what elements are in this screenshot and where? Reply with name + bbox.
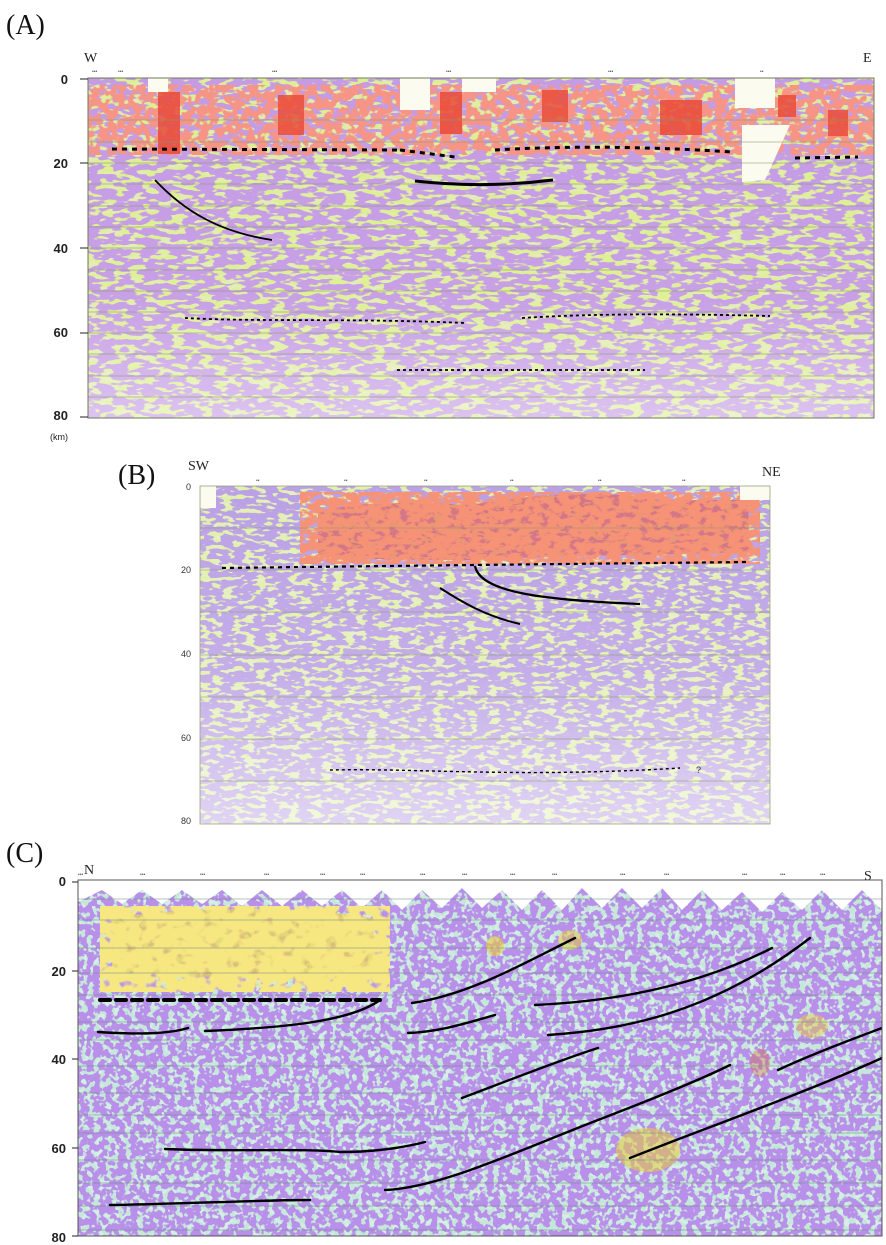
panel-c-reflector-9	[628, 1056, 882, 1160]
panel-c-tick-0: 0	[59, 874, 66, 889]
panel-b-interpretation	[221, 560, 749, 774]
svg-text:•••: •••	[780, 872, 786, 878]
panel-b-depth-axis: 0 20 40 60 80	[181, 482, 191, 826]
panel-b-tick-20: 20	[181, 565, 191, 575]
panel-a-right-direction: E	[863, 51, 872, 66]
panel-a-top-ticks: ••• ••• ••• ••• ••• ••	[92, 69, 764, 75]
panel-b-moho-dashed	[221, 560, 749, 570]
svg-text:•••: •••	[552, 872, 558, 878]
panel-b-label: (B)	[118, 460, 155, 491]
panel-c-interpretation	[96, 936, 882, 1207]
panel-a-tick-0: 0	[61, 72, 68, 87]
svg-text:•••: •••	[664, 872, 670, 878]
panel-a-reflector-curve	[154, 179, 273, 241]
panel-c-depth-grid	[78, 898, 882, 1231]
panel-b: (B) SW NE	[118, 459, 781, 826]
svg-text:•••: •••	[742, 872, 748, 878]
panel-c-reflector-12	[108, 1198, 312, 1207]
svg-text:••: ••	[760, 69, 764, 75]
svg-text:•••: •••	[620, 872, 626, 878]
panel-a-section-image	[88, 78, 874, 418]
panel-a-tick-20: 20	[54, 156, 68, 171]
panel-a-no-data-gaps	[148, 78, 790, 182]
panel-c-tick-80: 80	[52, 1230, 66, 1245]
panel-c: (C) N S	[6, 838, 883, 1245]
panel-c-reflector-3	[410, 936, 577, 1005]
svg-text:•••: •••	[320, 872, 326, 878]
svg-text:••: ••	[682, 478, 686, 484]
panel-b-reflector-upper	[473, 565, 641, 606]
panel-b-tick-60: 60	[181, 733, 191, 743]
svg-text:••: ••	[598, 478, 602, 484]
panel-a-moho-dashed-1	[111, 147, 401, 152]
panel-c-reflector-4	[406, 1013, 497, 1035]
panel-a-deep-dotted-2	[521, 313, 771, 319]
svg-text:•••: •••	[140, 872, 146, 878]
panel-b-reflector-lower	[439, 587, 521, 625]
panel-a: (A) W E	[6, 10, 875, 442]
svg-text:•••: •••	[200, 872, 206, 878]
panel-a-moho-dashed-3	[494, 145, 733, 154]
svg-text:••: ••	[510, 478, 514, 484]
panel-a-label: (A)	[6, 10, 45, 41]
panel-b-no-data-gaps	[200, 486, 770, 508]
panel-c-tick-40: 40	[52, 1052, 66, 1067]
panel-b-deep-dotted	[329, 767, 681, 774]
svg-text:•••: •••	[264, 872, 270, 878]
panel-c-reflector-11	[163, 1140, 427, 1154]
panel-c-reflector-5	[533, 946, 774, 1007]
panel-a-tick-80: 80	[54, 408, 68, 423]
svg-text:•••: •••	[272, 69, 278, 75]
panel-b-tick-40: 40	[181, 649, 191, 659]
panel-c-reflector-10	[383, 1063, 732, 1192]
panel-a-depth-unit: (km)	[50, 432, 68, 442]
panel-c-left-direction: N	[84, 863, 94, 878]
svg-text:•••: •••	[462, 872, 468, 878]
panel-c-reflector-7	[460, 1046, 600, 1100]
panel-c-top-ticks: ••• ••• ••• ••• ••• ••• ••• ••• ••• ••• ••• ••• …	[78, 872, 826, 878]
panel-c-section-image	[78, 880, 882, 1236]
panel-a-interpretation	[111, 145, 859, 371]
svg-text:•••: •••	[510, 872, 516, 878]
panel-c-reflector-1	[96, 1026, 190, 1035]
svg-text:•••: •••	[420, 872, 426, 878]
panel-c-frame	[77, 879, 883, 1237]
panel-c-reflector-2	[203, 998, 382, 1033]
panel-a-tick-40: 40	[54, 241, 68, 256]
panel-b-left-direction: SW	[188, 459, 210, 474]
svg-text:•••: •••	[608, 69, 614, 75]
panel-c-depth-axis: 0 20 40 60 80	[52, 874, 78, 1245]
panel-a-depth-axis: 0 20 40 60 80 (km)	[50, 72, 88, 442]
svg-text:•••: •••	[820, 872, 826, 878]
panel-b-tick-0: 0	[186, 482, 191, 492]
panel-c-tick-60: 60	[52, 1141, 66, 1156]
panel-c-reflector-8	[776, 1026, 882, 1072]
panel-c-right-direction: S	[864, 869, 872, 884]
panel-b-section-image: ?	[200, 486, 770, 824]
svg-text:•••: •••	[118, 69, 124, 75]
panel-c-tick-20: 20	[52, 964, 66, 979]
svg-text:•••: •••	[360, 872, 366, 878]
panel-a-tick-60: 60	[54, 325, 68, 340]
panel-a-left-direction: W	[84, 51, 98, 66]
svg-text:•••: •••	[78, 872, 84, 878]
panel-a-reflector-mid	[414, 178, 554, 187]
panel-c-label: (C)	[6, 838, 43, 869]
svg-text:••: ••	[344, 478, 348, 484]
panel-c-topography	[78, 880, 882, 912]
panel-a-red-zones	[158, 90, 848, 154]
panel-b-frame	[199, 485, 771, 825]
svg-text:•••: •••	[446, 69, 452, 75]
panel-a-moho-dashed-4	[794, 155, 859, 160]
panel-b-tick-80: 80	[181, 816, 191, 826]
panel-b-top-ticks: •• •• •• •• •• ••	[256, 478, 686, 484]
svg-text:•••: •••	[92, 69, 98, 75]
panel-c-reflector-6	[546, 936, 812, 1037]
svg-text:••: ••	[424, 478, 428, 484]
panel-b-question-mark: ?	[696, 765, 701, 775]
panel-b-right-direction: NE	[762, 465, 781, 480]
svg-text:••: ••	[256, 478, 260, 484]
